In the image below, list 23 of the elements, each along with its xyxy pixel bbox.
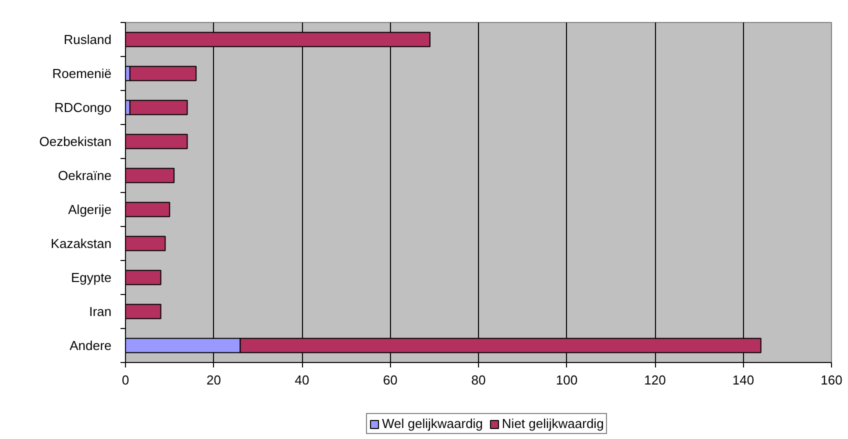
y-tick-label: Oezbekistan [39, 134, 112, 149]
x-tick-label: 120 [644, 372, 666, 388]
y-tick-label: Oekraïne [58, 168, 112, 183]
y-tick-label: Egypte [71, 270, 112, 285]
x-tick-label: 20 [206, 372, 221, 388]
x-tick-label: 140 [732, 372, 754, 388]
y-tick-label: Kazakstan [50, 236, 112, 251]
x-tick-label: 100 [556, 372, 578, 388]
y-tick-label: Iran [89, 304, 112, 319]
y-tick-label: Roemenië [52, 66, 112, 81]
x-tick-label: 0 [122, 372, 130, 388]
x-tick-label: 160 [820, 372, 842, 388]
y-tick-label: Rusland [64, 32, 112, 47]
x-tick-label: 80 [471, 372, 486, 388]
legend-label: Niet gelijkwaardig [502, 416, 604, 431]
y-tick-label: Algerije [68, 202, 112, 217]
bar [129, 66, 197, 82]
y-tick-label: Andere [70, 338, 112, 353]
y-tick-label: RDCongo [54, 100, 112, 115]
x-tick-label: 40 [294, 372, 310, 388]
bar [129, 100, 188, 116]
legend-label: Wel gelijkwaardig [382, 416, 483, 431]
x-tick-label: 60 [383, 372, 398, 388]
